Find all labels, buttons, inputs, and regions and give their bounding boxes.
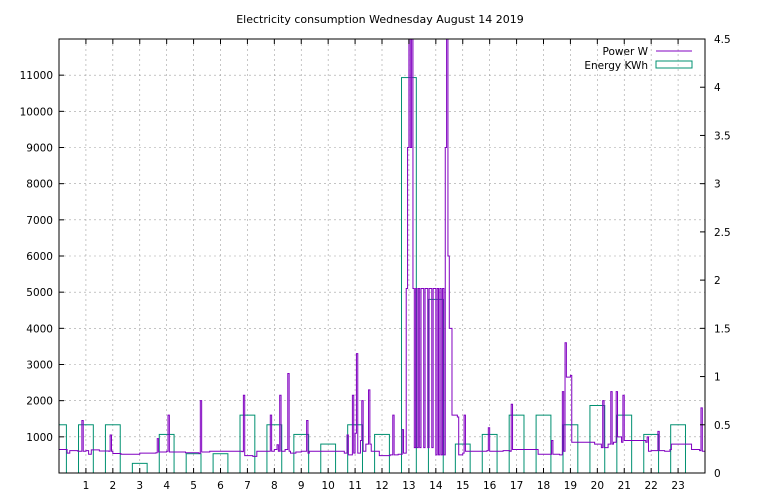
y2-tick-label: 3.5 [714,130,731,142]
y-tick-label: 3000 [26,360,53,372]
y-tick-label: 1000 [26,432,53,444]
y-tick-label: 8000 [26,179,53,191]
x-tick-label: 11 [348,480,361,492]
x-tick-label: 18 [537,480,550,492]
x-tick-label: 16 [483,480,497,492]
y-tick-label: 11000 [20,70,53,82]
x-tick-label: 17 [510,480,523,492]
y-tick-label: 4000 [26,323,53,335]
x-tick-label: 8 [271,480,278,492]
y2-tick-label: 4.5 [714,34,731,46]
x-tick-label: 7 [244,480,251,492]
legend-label-energy: Energy KWh [584,60,648,72]
legend: Power W Energy KWh [584,46,693,72]
y2-tick-label: 4 [714,82,721,94]
y-tick-label: 2000 [26,396,53,408]
y-tick-label: 6000 [26,251,53,263]
x-tick-label: 1 [83,480,90,492]
x-tick-label: 21 [618,480,631,492]
y2-tick-label: 2.5 [714,227,731,239]
axis-ticks: 1 2 3 4 5 6 7 8 9 10 11 12 13 14 15 16 17 18 19 20 21 22 23100… [20,34,731,492]
power-line [59,38,706,457]
x-tick-label: 14 [429,480,443,492]
x-tick-label: 5 [190,480,197,492]
energy-bar [58,424,67,474]
y-tick-label: 9000 [26,143,53,155]
x-tick-label: 3 [136,480,143,492]
x-tick-label: 12 [375,480,388,492]
x-tick-label: 23 [671,480,684,492]
y-tick-label: 5000 [26,287,53,299]
y2-tick-label: 1.5 [714,323,731,335]
x-tick-label: 13 [402,480,415,492]
x-tick-label: 6 [217,480,224,492]
x-tick-label: 22 [644,480,657,492]
legend-label-power: Power W [603,46,649,58]
x-tick-label: 19 [564,480,577,492]
y2-tick-label: 0 [714,468,721,480]
power-series-line [59,38,706,457]
y2-tick-label: 1 [714,372,721,384]
y2-tick-label: 0.5 [714,420,731,432]
chart-title: Electricity consumption Wednesday August… [236,13,524,26]
x-tick-label: 15 [456,480,469,492]
y-tick-label: 7000 [26,215,53,227]
x-tick-label: 20 [591,480,604,492]
x-tick-label: 2 [109,480,116,492]
grid [59,39,705,473]
energy-bars [58,77,686,474]
x-tick-label: 9 [298,480,305,492]
y2-tick-label: 2 [714,275,721,287]
x-tick-label: 4 [163,480,170,492]
y-tick-label: 10000 [20,106,53,118]
y2-tick-label: 3 [714,179,721,191]
x-tick-label: 10 [321,480,334,492]
legend-swatch-energy [655,60,693,69]
